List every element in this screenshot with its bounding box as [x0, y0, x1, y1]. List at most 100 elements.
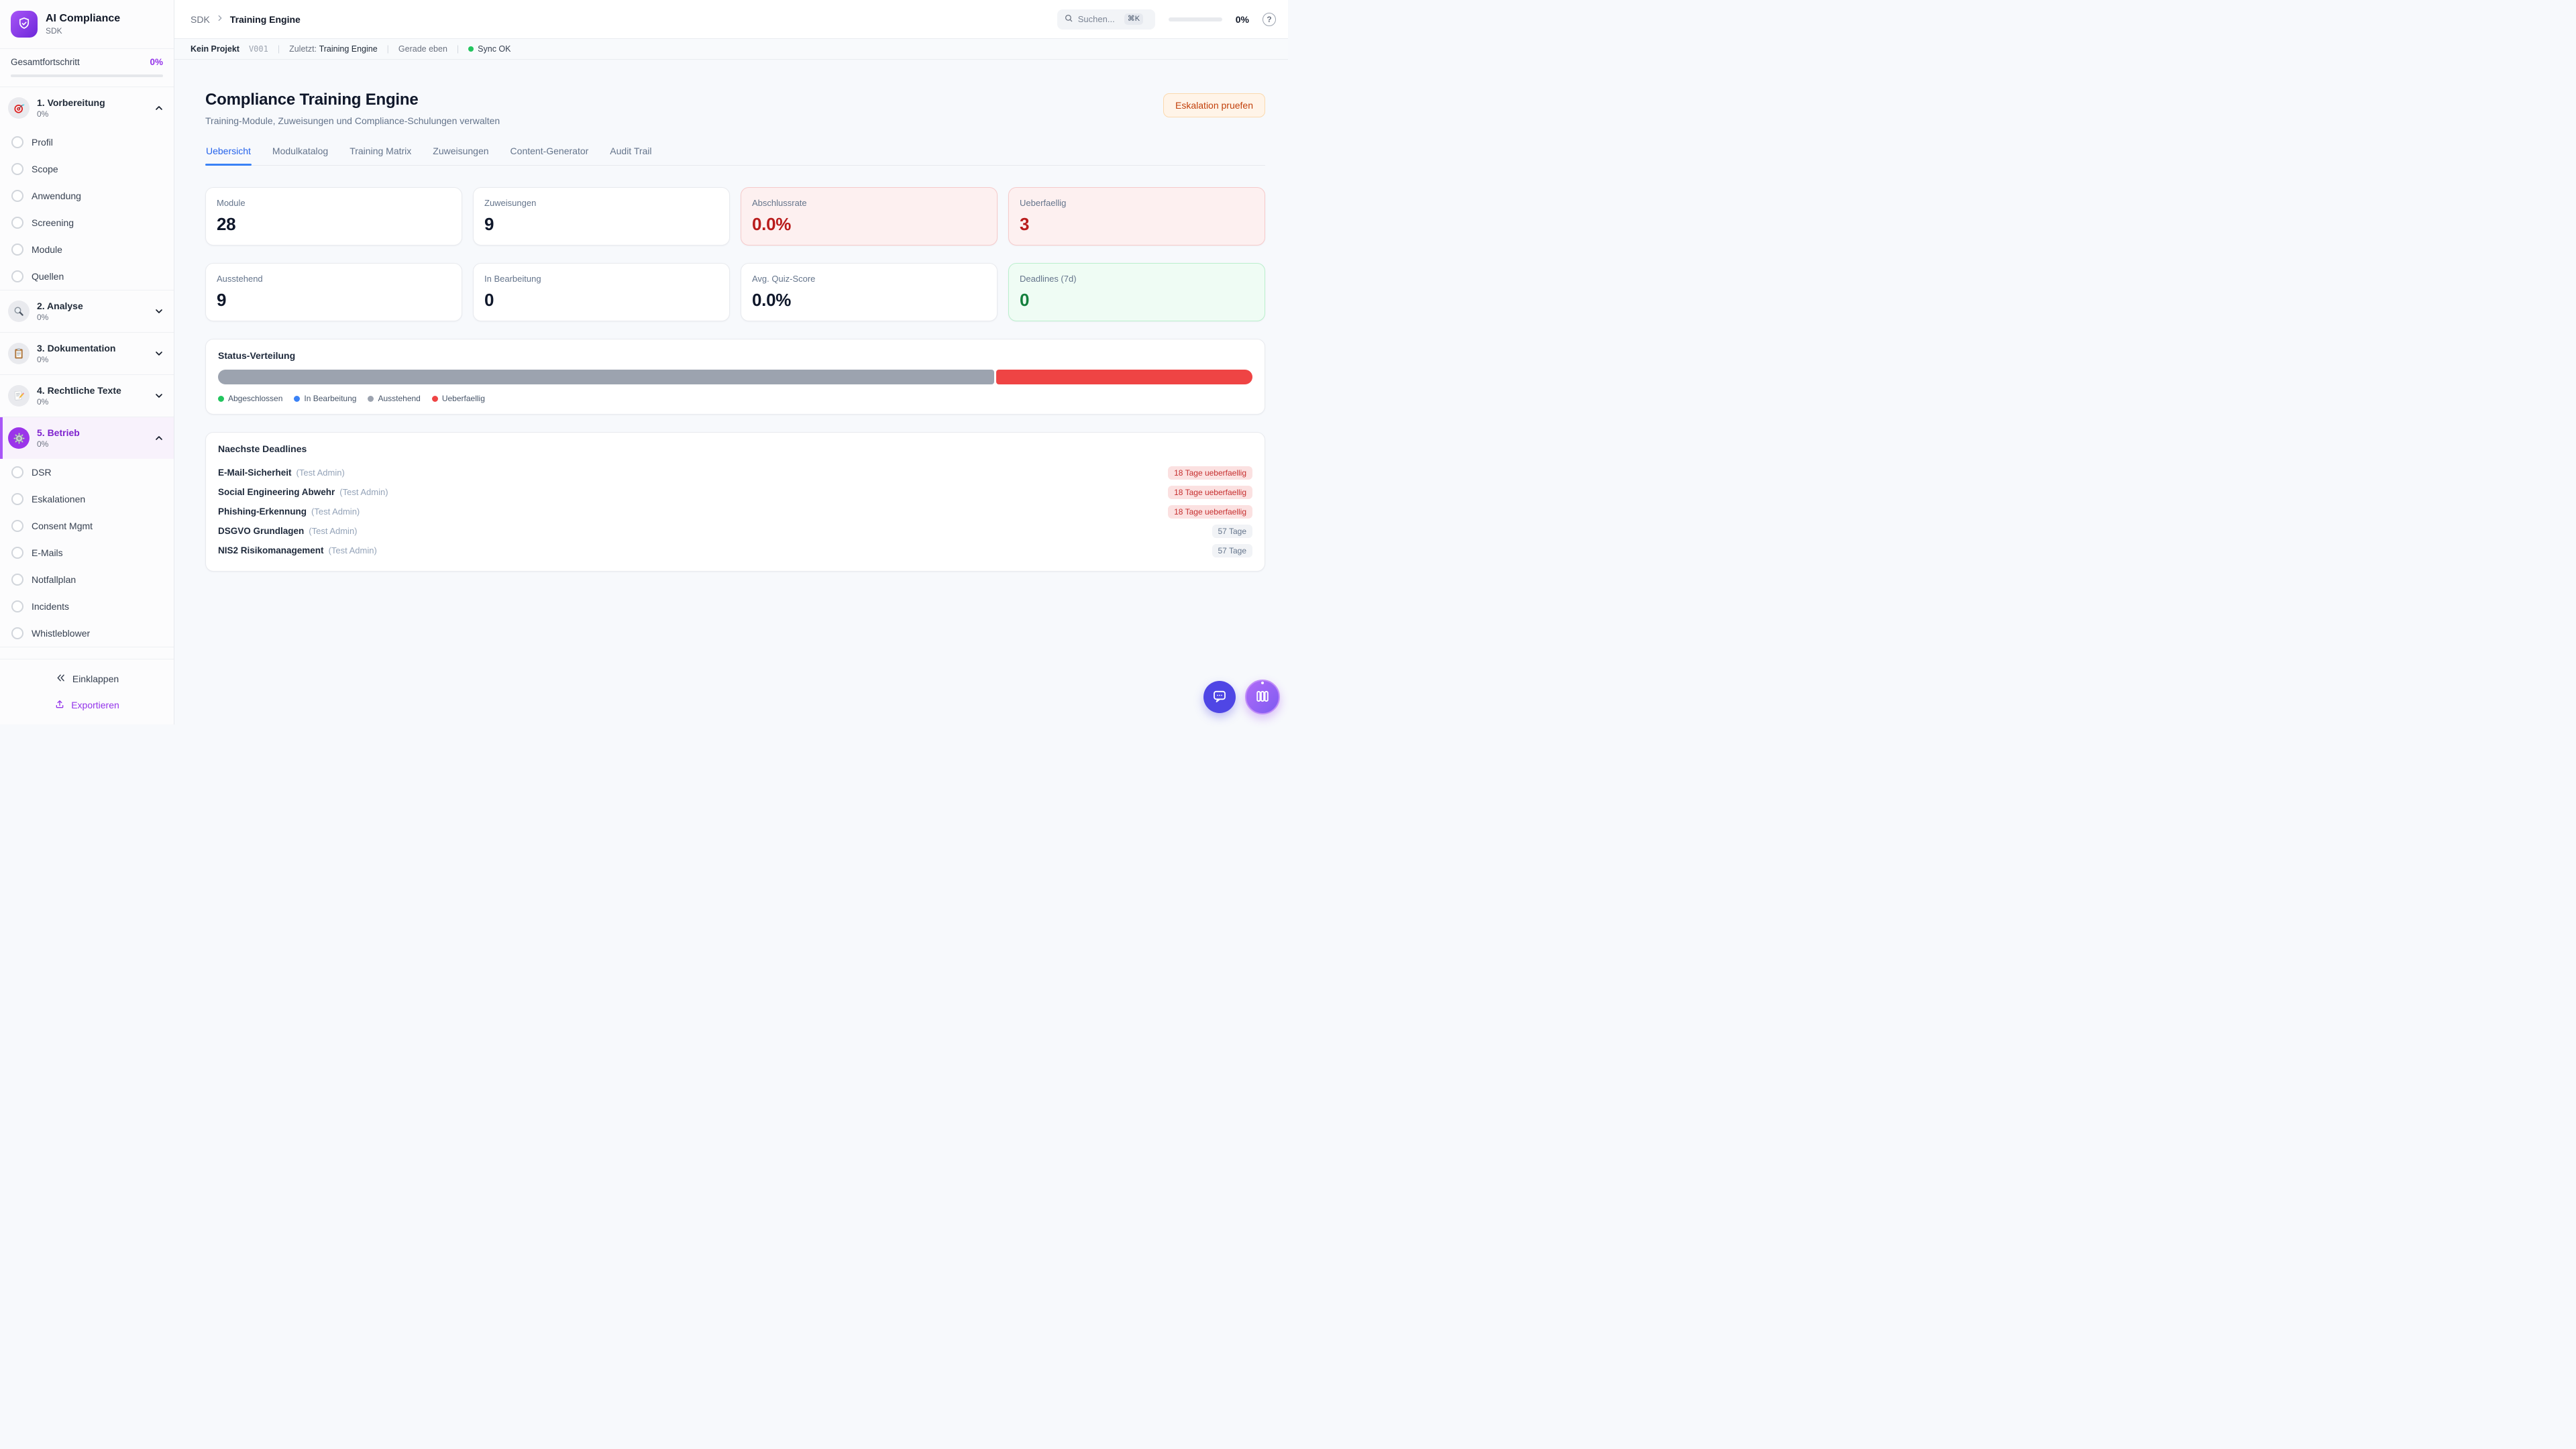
nav-item-label: DSR — [32, 467, 52, 478]
page-content: Compliance Training Engine Training-Modu… — [174, 60, 1288, 724]
sync-ok-dot-icon — [468, 46, 474, 52]
chat-fab[interactable] — [1203, 681, 1236, 713]
stat-card-zuweisungen: Zuweisungen 9 — [473, 187, 730, 246]
blue-dot-icon — [294, 395, 301, 402]
updated-ago: Gerade eben — [398, 44, 447, 54]
status-distribution-bar — [218, 370, 1252, 384]
sidebar-item-anwendung[interactable]: Anwendung — [0, 182, 174, 209]
overall-progress: Gesamtfortschritt 0% — [0, 49, 174, 87]
sidebar-item-module[interactable]: Module — [0, 236, 174, 263]
overall-progress-bar — [11, 74, 163, 77]
sidebar-header: AI Compliance SDK — [0, 0, 174, 49]
app-subtitle: SDK — [46, 26, 62, 36]
sidebar-item-dsr[interactable]: DSR — [0, 459, 174, 486]
sidebar-item-emails[interactable]: E-Mails — [0, 539, 174, 566]
chevron-up-icon — [154, 103, 164, 113]
tab-audit-trail[interactable]: Audit Trail — [610, 146, 652, 156]
tab-modulkatalog[interactable]: Modulkatalog — [272, 146, 329, 156]
sidebar-section-analyse[interactable]: 2. Analyse 0% — [0, 290, 174, 332]
divider: | — [277, 44, 280, 54]
nav-item-label: Profil — [32, 137, 53, 148]
sidebar-section-betrieb[interactable]: 5. Betrieb 0% — [0, 417, 174, 459]
magnifier-icon — [8, 301, 30, 322]
search-box[interactable]: ⌘K — [1057, 9, 1155, 30]
deadlines-title: Naechste Deadlines — [218, 443, 307, 454]
legend-abgeschlossen: Abgeschlossen — [218, 394, 282, 403]
export-label: Exportieren — [71, 700, 119, 710]
memo-pencil-icon — [8, 385, 30, 407]
topbar: SDK Training Engine ⌘K — [174, 0, 1288, 39]
sidebar-item-whistleblower[interactable]: Whistleblower — [0, 620, 174, 647]
deadline-name: DSGVO Grundlagen — [218, 526, 305, 536]
stat-card-ueberfaellig: Ueberfaellig 3 — [1008, 187, 1265, 246]
stat-label: Module — [217, 198, 246, 208]
sidebar-item-incidents[interactable]: Incidents — [0, 593, 174, 620]
nav-item-label: Anwendung — [32, 191, 81, 201]
deadline-assignee: (Test Admin) — [309, 526, 358, 536]
tab-content-generator[interactable]: Content-Generator — [510, 146, 589, 156]
nav-item-label: Notfallplan — [32, 574, 76, 585]
tab-zuweisungen[interactable]: Zuweisungen — [433, 146, 489, 156]
sidebar-sections: 1. Vorbereitung 0% Profil Scope — [0, 87, 174, 659]
nav-item-label: Consent Mgmt — [32, 521, 93, 531]
section-title: 1. Vorbereitung — [37, 97, 105, 108]
page-title: Compliance Training Engine — [205, 91, 419, 109]
stat-card-ausstehend: Ausstehend 9 — [205, 263, 462, 321]
deadline-badge: 57 Tage — [1212, 524, 1252, 538]
gray-dot-icon — [368, 395, 374, 402]
sidebar-item-profil[interactable]: Profil — [0, 129, 174, 156]
sidebar-item-screening[interactable]: Screening — [0, 209, 174, 236]
radio-circle-icon — [11, 547, 23, 559]
chat-bubble-icon — [1212, 688, 1228, 706]
sidebar-item-scope[interactable]: Scope — [0, 156, 174, 182]
section-progress: 0% — [37, 109, 49, 119]
breadcrumb-root[interactable]: SDK — [191, 13, 210, 25]
help-icon[interactable]: ? — [1263, 12, 1276, 26]
statusbar: Kein Projekt V001 | Zuletzt: Training En… — [174, 39, 1288, 60]
sync-label: Sync OK — [478, 44, 511, 54]
radio-circle-icon — [11, 244, 23, 256]
deadline-row: NIS2 Risikomanagement (Test Admin) 57 Ta… — [218, 541, 1252, 560]
collapse-sidebar-button[interactable]: Einklappen — [0, 669, 174, 689]
sidebar-section-dokumentation[interactable]: 3. Dokumentation 0% — [0, 333, 174, 374]
sidebar-section-vorbereitung[interactable]: 1. Vorbereitung 0% — [0, 87, 174, 129]
stat-label: Avg. Quiz-Score — [752, 274, 816, 284]
check-escalation-button[interactable]: Eskalation pruefen — [1163, 93, 1265, 117]
stat-card-abschlussrate: Abschlussrate 0.0% — [741, 187, 998, 246]
sidebar-item-notfallplan[interactable]: Notfallplan — [0, 566, 174, 593]
section-progress: 0% — [37, 439, 49, 449]
project-name: Kein Projekt — [191, 44, 239, 54]
overall-progress-percent: 0% — [150, 57, 163, 67]
export-button[interactable]: Exportieren — [0, 695, 174, 715]
sidebar-section-rechtliche-texte[interactable]: 4. Rechtliche Texte 0% — [0, 375, 174, 417]
radio-circle-icon — [11, 600, 23, 612]
apps-fab[interactable] — [1245, 680, 1280, 714]
clipboard-icon — [8, 343, 30, 364]
tab-uebersicht[interactable]: Uebersicht — [205, 146, 252, 166]
segment-ausstehend — [218, 370, 994, 384]
sidebar-item-quellen[interactable]: Quellen — [0, 263, 174, 290]
radio-circle-icon — [11, 190, 23, 202]
stat-value: 0.0% — [752, 214, 792, 234]
stat-label: Zuweisungen — [484, 198, 537, 208]
divider: | — [386, 44, 389, 54]
chevron-right-icon — [215, 13, 225, 25]
radio-circle-icon — [11, 493, 23, 505]
last-label: Zuletzt: — [289, 44, 317, 54]
target-icon — [8, 97, 30, 119]
sidebar-item-eskalationen[interactable]: Eskalationen — [0, 486, 174, 513]
divider: | — [456, 44, 460, 54]
chevron-down-icon — [154, 306, 164, 317]
deadline-name: NIS2 Risikomanagement — [218, 545, 324, 555]
last-engine: Zuletzt: Training Engine — [289, 44, 378, 54]
legend-ueberfaellig: Ueberfaellig — [431, 394, 485, 403]
sync-status: Sync OK — [468, 44, 511, 54]
tab-training-matrix[interactable]: Training Matrix — [350, 146, 412, 156]
sidebar-item-consent-mgmt[interactable]: Consent Mgmt — [0, 513, 174, 539]
search-input[interactable] — [1077, 14, 1120, 24]
overall-progress-label: Gesamtfortschritt — [11, 57, 80, 67]
legend-label: Ueberfaellig — [441, 394, 485, 403]
breadcrumb: SDK Training Engine — [191, 13, 301, 25]
legend-ausstehend: Ausstehend — [368, 394, 421, 403]
deadline-badge: 18 Tage ueberfaellig — [1168, 504, 1252, 519]
